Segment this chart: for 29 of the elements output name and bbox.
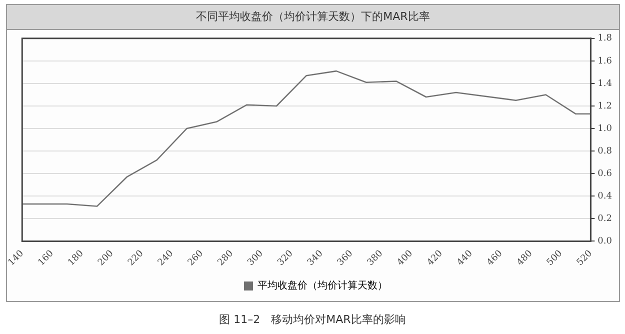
x-tick-label: 360 [336,248,356,268]
x-tick-label: 480 [515,248,535,268]
y-tick-label: 0.6 [598,168,612,179]
x-tick-label: 520 [575,248,595,268]
x-tick-label: 140 [6,248,26,268]
y-tick-label: 1.2 [598,101,612,112]
chart-title: 不同平均收盘价（均价计算天数）下的MAR比率 [7,5,619,30]
y-tick-label: 1.6 [598,56,612,66]
legend-label: 平均收盘价（均价计算天数） [258,280,388,292]
x-tick-label: 440 [456,248,475,268]
x-tick-label: 380 [366,248,386,268]
x-tick-label: 320 [276,248,296,268]
x-tick-label: 400 [396,248,416,268]
x-tick-label: 180 [66,248,86,268]
y-tick-label: 0.8 [598,146,612,156]
y-tick-label: 1.8 [598,34,612,44]
x-tick-label: 420 [426,248,446,268]
x-tick-label: 340 [306,248,326,268]
x-tick-label: 460 [485,248,505,268]
caption: 图 11–2 移动均价对MAR比率的影响 [218,312,407,327]
x-tick-label: 500 [545,248,565,268]
y-tick-label: 0.2 [598,214,612,224]
x-tick-label: 160 [36,248,56,268]
y-tick-label: 0.0 [598,236,612,247]
y-tick-label: 1.4 [598,78,612,89]
y-tick-label: 0.4 [598,191,612,202]
x-tick-label: 240 [156,248,176,268]
x-tick-label: 300 [246,248,266,268]
y-tick-label: 1.0 [598,124,612,134]
